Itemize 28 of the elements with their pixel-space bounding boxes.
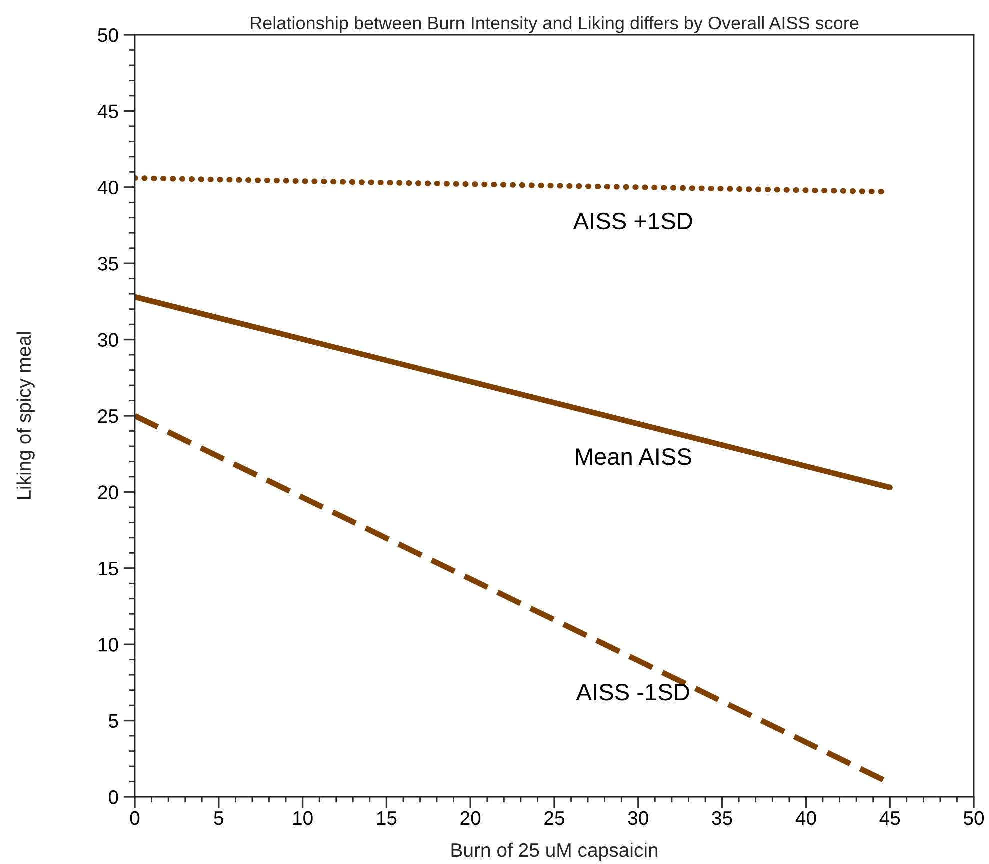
series-label: Mean AISS [576, 448, 692, 466]
y-tick-label: 30 [98, 333, 118, 348]
chart-title: Relationship between Burn Intensity and Liking differs by Overall AISS score [251, 16, 859, 34]
y-tick-label: 5 [108, 714, 118, 728]
x-tick-label: 50 [964, 811, 984, 826]
x-tick-label: 40 [796, 811, 816, 826]
x-tick-label: 5 [214, 812, 224, 826]
x-tick-label: 35 [712, 811, 732, 826]
x-tick-label: 30 [628, 811, 648, 826]
x-axis-title: Burn of 25 uM capsaicin [452, 842, 658, 862]
y-tick-label: 40 [98, 180, 118, 195]
y-axis-title: Liking of spicy meal [16, 332, 35, 500]
x-tick-label: 45 [880, 812, 900, 826]
x-tick-label: 0 [130, 811, 140, 826]
y-tick-label: 20 [98, 486, 118, 500]
x-tick-label: 15 [377, 812, 397, 826]
y-tick-label: 10 [98, 638, 118, 652]
y-tick-label: 15 [98, 562, 118, 576]
y-tick-label: 35 [98, 257, 118, 271]
series-label: AISS -1SD [576, 684, 690, 701]
x-tick-label: 10 [293, 811, 313, 826]
x-tick-label: 20 [460, 811, 481, 826]
y-tick-label: 0 [108, 790, 118, 804]
y-tick-label: 25 [98, 409, 118, 424]
y-tick-label: 50 [98, 28, 118, 42]
y-tick-label: 45 [98, 104, 118, 118]
x-tick-label: 25 [544, 811, 564, 826]
series-label: AISS +1SD [573, 212, 692, 230]
